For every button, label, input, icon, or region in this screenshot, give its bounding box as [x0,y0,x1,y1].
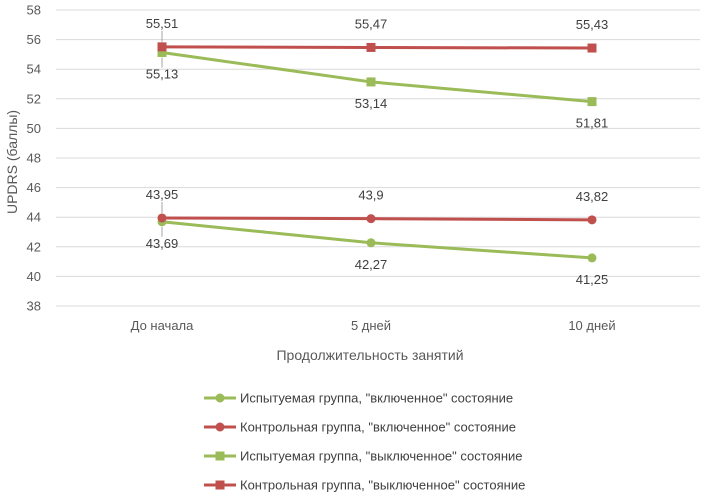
y-tick-label: 52 [27,91,41,106]
y-tick-label: 42 [27,239,41,254]
data-label: 41,25 [576,272,609,287]
y-tick-label: 58 [27,3,41,18]
data-label: 43,82 [576,189,609,204]
series-line [161,220,593,260]
series-line [161,45,593,50]
legend-item: Контрольная группа, "включенное" состоян… [204,420,516,435]
y-tick-label: 50 [27,121,41,136]
data-point [157,42,167,52]
legend-item: Контрольная группа, "выключенное" состоя… [204,478,525,493]
y-tick-label: 48 [27,151,41,166]
x-axis-title: Продолжительность занятий [276,347,463,363]
data-label: 55,47 [355,16,388,31]
x-tick-label: 5 дней [351,318,391,333]
data-point [366,42,376,52]
legend-label: Испытуемая группа, "включенное" состояни… [240,391,513,406]
data-label: 43,9 [358,188,383,203]
data-point [157,47,167,57]
data-point [587,253,597,263]
data-point [587,215,597,225]
legend-marker [215,451,225,461]
y-tick-label: 40 [27,269,41,284]
legend-item: Испытуемая группа, "включенное" состояни… [204,391,513,406]
data-point [157,213,167,223]
data-label: 53,14 [355,96,388,111]
legend-item: Испытуемая группа, "выключенное" состоян… [204,449,523,464]
legend-label: Испытуемая группа, "выключенное" состоян… [240,449,523,464]
data-label: 51,81 [576,116,609,131]
y-tick-label: 54 [27,62,41,77]
y-axis-ticks: 38 40 42 44 46 48 50 52 54 56 58 [27,3,41,314]
series-line [161,50,593,104]
legend-marker [215,422,225,432]
data-label: 55,13 [146,66,179,81]
legend-marker [215,480,225,490]
series-3: 55,51 55,47 55,43 [146,16,609,53]
x-tick-label: 10 дней [568,318,615,333]
y-tick-label: 38 [27,299,41,314]
data-label: 42,27 [355,257,388,272]
y-axis-title: UPDRS (баллы) [4,110,20,214]
x-tick-label: До начала [131,318,195,333]
y-tick-label: 46 [27,180,41,195]
legend-label: Контрольная группа, "выключенное" состоя… [240,478,525,493]
data-point [366,238,376,248]
legend: Испытуемая группа, "включенное" состояни… [204,391,525,493]
x-axis-ticks: До начала 5 дней 10 дней [131,318,616,333]
data-label: 55,43 [576,17,609,32]
data-point [587,97,597,107]
data-label: 43,95 [146,187,179,202]
series-2: 55,13 53,14 51,81 [146,47,609,131]
series-line [161,216,593,222]
y-tick-label: 44 [27,210,41,225]
legend-marker [215,393,225,403]
data-label: 43,69 [146,236,179,251]
data-point [366,77,376,87]
gridlines [56,9,700,307]
data-label: 55,51 [146,16,179,31]
data-point [366,214,376,224]
series-1: 43,95 43,9 43,82 [146,187,609,225]
legend-label: Контрольная группа, "включенное" состоян… [240,420,516,435]
data-point [587,43,597,53]
y-tick-label: 56 [27,32,41,47]
